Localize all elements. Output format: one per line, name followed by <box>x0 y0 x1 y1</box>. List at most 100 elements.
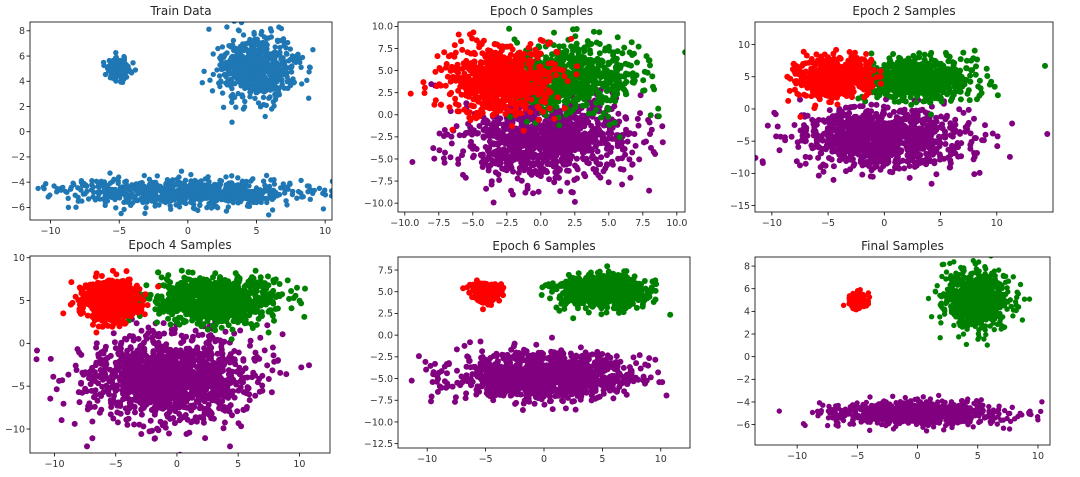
data-point-blue <box>236 73 242 80</box>
data-point-blue <box>229 99 235 106</box>
data-point-red <box>464 109 470 116</box>
data-point-blue <box>166 190 172 196</box>
data-point-purple <box>894 158 901 164</box>
data-point-blue <box>213 203 220 210</box>
data-point-green <box>607 97 614 104</box>
data-point-red <box>488 69 495 76</box>
data-point-red <box>503 90 510 97</box>
data-point-red <box>449 126 456 133</box>
data-point-green <box>583 90 590 97</box>
data-point-blue <box>102 71 109 78</box>
data-point-purple <box>1044 131 1051 137</box>
data-point-purple <box>527 160 534 167</box>
data-point-red <box>459 46 466 53</box>
data-point-purple <box>600 133 606 140</box>
data-point-purple <box>456 132 463 139</box>
data-point-blue <box>280 181 286 187</box>
data-point-purple <box>647 131 653 137</box>
data-point-blue <box>108 187 115 194</box>
data-point-purple <box>629 161 636 168</box>
data-point-blue <box>107 61 114 68</box>
data-point-purple <box>447 154 454 161</box>
data-point-blue <box>97 181 104 187</box>
data-point-red <box>487 48 494 54</box>
data-point-blue <box>272 44 278 50</box>
data-point-green <box>596 90 603 97</box>
data-point-purple <box>614 140 621 147</box>
data-point-blue <box>290 188 296 195</box>
data-point-blue <box>310 47 316 53</box>
data-point-purple <box>486 138 493 145</box>
data-point-red <box>498 79 505 86</box>
data-point-blue <box>164 177 171 183</box>
data-point-red <box>434 53 441 60</box>
data-point-green <box>596 50 603 57</box>
data-point-blue <box>173 188 179 195</box>
data-point-green <box>604 104 611 111</box>
data-point-green <box>616 134 623 141</box>
data-point-blue <box>43 181 49 187</box>
data-point-blue <box>239 192 245 198</box>
data-point-green <box>625 71 632 78</box>
data-point-red <box>464 49 471 56</box>
data-point-blue <box>215 45 221 52</box>
data-point-purple <box>558 149 565 156</box>
data-point-purple <box>605 141 611 148</box>
data-point-red <box>484 62 491 69</box>
data-point-red <box>487 103 494 110</box>
data-point-purple <box>539 169 546 176</box>
data-point-purple <box>522 189 529 196</box>
data-point-blue <box>269 207 276 213</box>
data-point-purple <box>440 155 447 162</box>
data-point-green <box>602 95 609 102</box>
data-point-purple <box>448 140 455 147</box>
data-point-blue <box>328 193 332 199</box>
data-point-purple <box>652 151 659 157</box>
data-point-blue <box>238 82 244 89</box>
data-point-purple <box>960 109 967 116</box>
data-point-red <box>535 116 542 123</box>
data-point-green <box>559 84 566 91</box>
data-point-blue <box>128 69 134 75</box>
data-point-green <box>655 113 662 120</box>
data-point-red <box>520 127 527 134</box>
data-point-purple <box>523 151 530 158</box>
data-point-blue <box>219 44 226 50</box>
data-point-green <box>621 44 628 51</box>
data-point-purple <box>502 155 509 162</box>
data-point-blue <box>132 67 139 73</box>
data-point-blue <box>224 59 231 66</box>
data-point-red <box>471 65 478 72</box>
data-point-blue <box>329 188 332 194</box>
data-point-blue <box>113 54 120 60</box>
y-tick-label: 0 <box>19 127 25 138</box>
data-point-red <box>491 99 498 106</box>
data-point-purple <box>967 141 974 148</box>
data-point-blue <box>258 84 264 90</box>
data-point-blue <box>287 46 293 52</box>
data-point-blue <box>284 202 290 208</box>
data-point-blue <box>201 68 207 75</box>
data-point-blue <box>277 49 283 55</box>
data-point-blue <box>153 186 160 192</box>
data-point-red <box>536 72 543 79</box>
data-point-red <box>489 112 496 119</box>
data-point-red <box>420 79 427 86</box>
data-point-blue <box>121 199 127 205</box>
data-point-purple <box>483 185 490 192</box>
data-point-blue <box>79 182 86 188</box>
data-point-blue <box>142 210 148 217</box>
data-point-purple <box>593 159 600 166</box>
x-tick-label: −5.0 <box>461 218 484 229</box>
data-point-purple <box>605 179 612 186</box>
data-point-red <box>561 105 568 112</box>
data-point-blue <box>217 195 223 201</box>
data-point-blue <box>257 104 264 110</box>
y-tick-label: 6 <box>19 51 25 62</box>
data-point-red <box>527 41 534 47</box>
data-point-purple <box>545 131 552 138</box>
data-point-purple <box>632 142 639 149</box>
data-point-red <box>532 46 539 53</box>
data-point-blue <box>122 192 128 199</box>
data-point-red <box>550 66 557 73</box>
